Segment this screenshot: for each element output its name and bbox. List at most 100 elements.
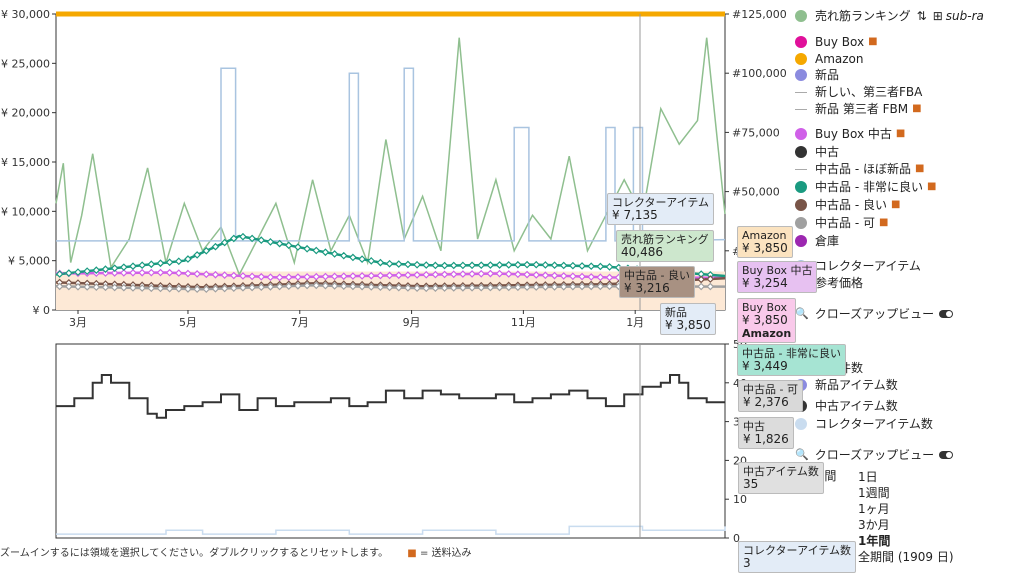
tooltip-title: コレクターアイテム数	[743, 544, 852, 557]
series-marker	[596, 262, 605, 271]
legend-label: 中古	[815, 145, 840, 159]
series-marker	[514, 260, 522, 269]
series-dot-icon	[795, 69, 807, 82]
legend-item[interactable]: Amazon	[795, 51, 864, 68]
sub-ranking-label[interactable]: sub-ra	[945, 9, 984, 23]
tooltip-title: 中古品 - 可	[743, 383, 798, 396]
tooltip-amazon: Amazon ¥ 3,850	[737, 226, 793, 258]
closeup-view-label: クローズアップビュー	[814, 307, 935, 321]
legend-item[interactable]: 中古品 - 可 ■	[795, 215, 888, 232]
series-marker	[266, 282, 275, 291]
series-marker	[431, 284, 440, 293]
series-marker	[110, 264, 119, 273]
legend-item[interactable]: コレクターアイテム数	[795, 416, 933, 433]
lower-chart[interactable]: 01020304050	[55, 338, 747, 545]
series-marker	[413, 271, 421, 279]
series-marker	[202, 270, 211, 279]
closeup-view-toggle[interactable]: 🔍 クローズアップビュー	[795, 447, 954, 464]
legend-item[interactable]: 売れ筋ランキング ⇅ ⊞ sub-ra	[795, 8, 984, 25]
series-marker	[284, 273, 293, 282]
upper-chart[interactable]: ¥ 0 ¥ 5,000 ¥ 10,000 ¥ 15,000 ¥ 20,000 ¥ 25,0…	[1, 8, 787, 329]
range-option[interactable]: 全期間 (1909 日)	[858, 550, 954, 564]
series-marker	[550, 271, 559, 280]
series-marker	[55, 270, 64, 278]
tooltip-value: ¥ 3,449	[742, 359, 788, 373]
tooltip-value: ¥ 3,254	[742, 276, 788, 290]
series-marker	[486, 261, 495, 269]
x-tick-label: 9月	[403, 316, 421, 329]
series-marker	[257, 272, 266, 281]
series-marker	[330, 272, 339, 281]
series-marker	[174, 257, 183, 266]
series-marker	[248, 234, 256, 243]
series-marker	[394, 271, 403, 280]
series-marker	[64, 282, 73, 291]
range-option[interactable]: 1ヶ月	[858, 502, 890, 516]
series-marker	[129, 262, 137, 271]
legend-item[interactable]: 新品	[795, 67, 839, 84]
y-right-tick-label: #100,000	[732, 67, 787, 80]
legend-item[interactable]: 新品 第三者 FBM ■	[795, 101, 922, 118]
legend-item[interactable]: 中古品 - ほぼ新品 ■	[795, 161, 924, 178]
hierarchy-icon[interactable]: ⊞	[932, 9, 943, 23]
series-marker	[523, 283, 531, 292]
range-option[interactable]: 1週間	[858, 486, 890, 500]
series-marker	[248, 272, 256, 281]
series-marker	[394, 283, 403, 292]
series-marker	[239, 272, 247, 280]
tooltip-rank: 売れ筋ランキング 40,486	[616, 230, 714, 262]
series-marker	[514, 270, 522, 279]
tooltip-seller: Amazon	[742, 327, 792, 340]
series-marker	[449, 270, 458, 279]
sort-icon[interactable]: ⇅	[916, 9, 927, 23]
series-dot-icon	[795, 53, 807, 66]
series-marker	[184, 255, 192, 263]
legend-item[interactable]: 中古アイテム数	[795, 398, 898, 415]
legend-item[interactable]: 中古品 - 非常に良い ■	[795, 179, 936, 196]
series-marker	[156, 268, 165, 277]
legend-item[interactable]: 倉庫	[795, 233, 839, 250]
range-option[interactable]: 1年間	[858, 534, 891, 548]
tooltip-value: ¥ 1,826	[743, 432, 789, 446]
legend-item[interactable]: 中古品 - 良い ■	[795, 197, 900, 214]
series-marker	[477, 261, 486, 270]
legend-item[interactable]: Buy Box 中古 ■	[795, 126, 905, 143]
series-marker	[468, 270, 476, 278]
series-marker	[697, 275, 706, 284]
series-marker	[422, 284, 431, 293]
toggle-icon[interactable]	[939, 310, 954, 319]
y-left-tick-label: ¥ 25,000	[1, 57, 50, 70]
range-option[interactable]: 3か月	[858, 518, 890, 532]
legend-item[interactable]: 新しい、第三者FBA	[795, 84, 922, 101]
series-marker	[275, 273, 284, 282]
legend-item[interactable]: 新品アイテム数	[795, 377, 898, 394]
series-marker	[596, 282, 605, 291]
series-marker	[165, 268, 174, 277]
x-tick-label: 5月	[179, 316, 197, 329]
tooltip-value: 40,486	[621, 245, 663, 259]
series-marker	[376, 271, 385, 280]
footer-shipping: = 送料込み	[419, 548, 472, 559]
series-marker	[376, 258, 385, 267]
series-marker	[367, 283, 376, 291]
series-marker	[468, 261, 476, 270]
toggle-icon[interactable]	[939, 451, 954, 460]
series-dot-icon	[795, 199, 807, 212]
range-option[interactable]: 1日	[858, 470, 878, 484]
y-left-tick-label: ¥ 10,000	[1, 205, 50, 218]
series-dot-icon	[795, 10, 807, 23]
legend-item[interactable]: Buy Box ■	[795, 34, 878, 51]
legend-item[interactable]: 中古	[795, 144, 839, 161]
closeup-view-toggle[interactable]: 🔍 クローズアップビュー	[795, 306, 954, 323]
tooltip-used-count: 中古アイテム数 35	[738, 462, 824, 494]
series-marker	[184, 269, 192, 278]
truck-icon: ■	[878, 217, 889, 228]
series-marker	[532, 260, 541, 269]
series-marker	[459, 270, 467, 278]
series-marker	[605, 263, 614, 271]
series-dot-icon	[795, 36, 807, 49]
tooltip-collector: コレクターアイテム ¥ 7,135	[607, 193, 715, 225]
tooltip-title: 売れ筋ランキング	[621, 233, 709, 246]
series-marker	[358, 255, 366, 263]
